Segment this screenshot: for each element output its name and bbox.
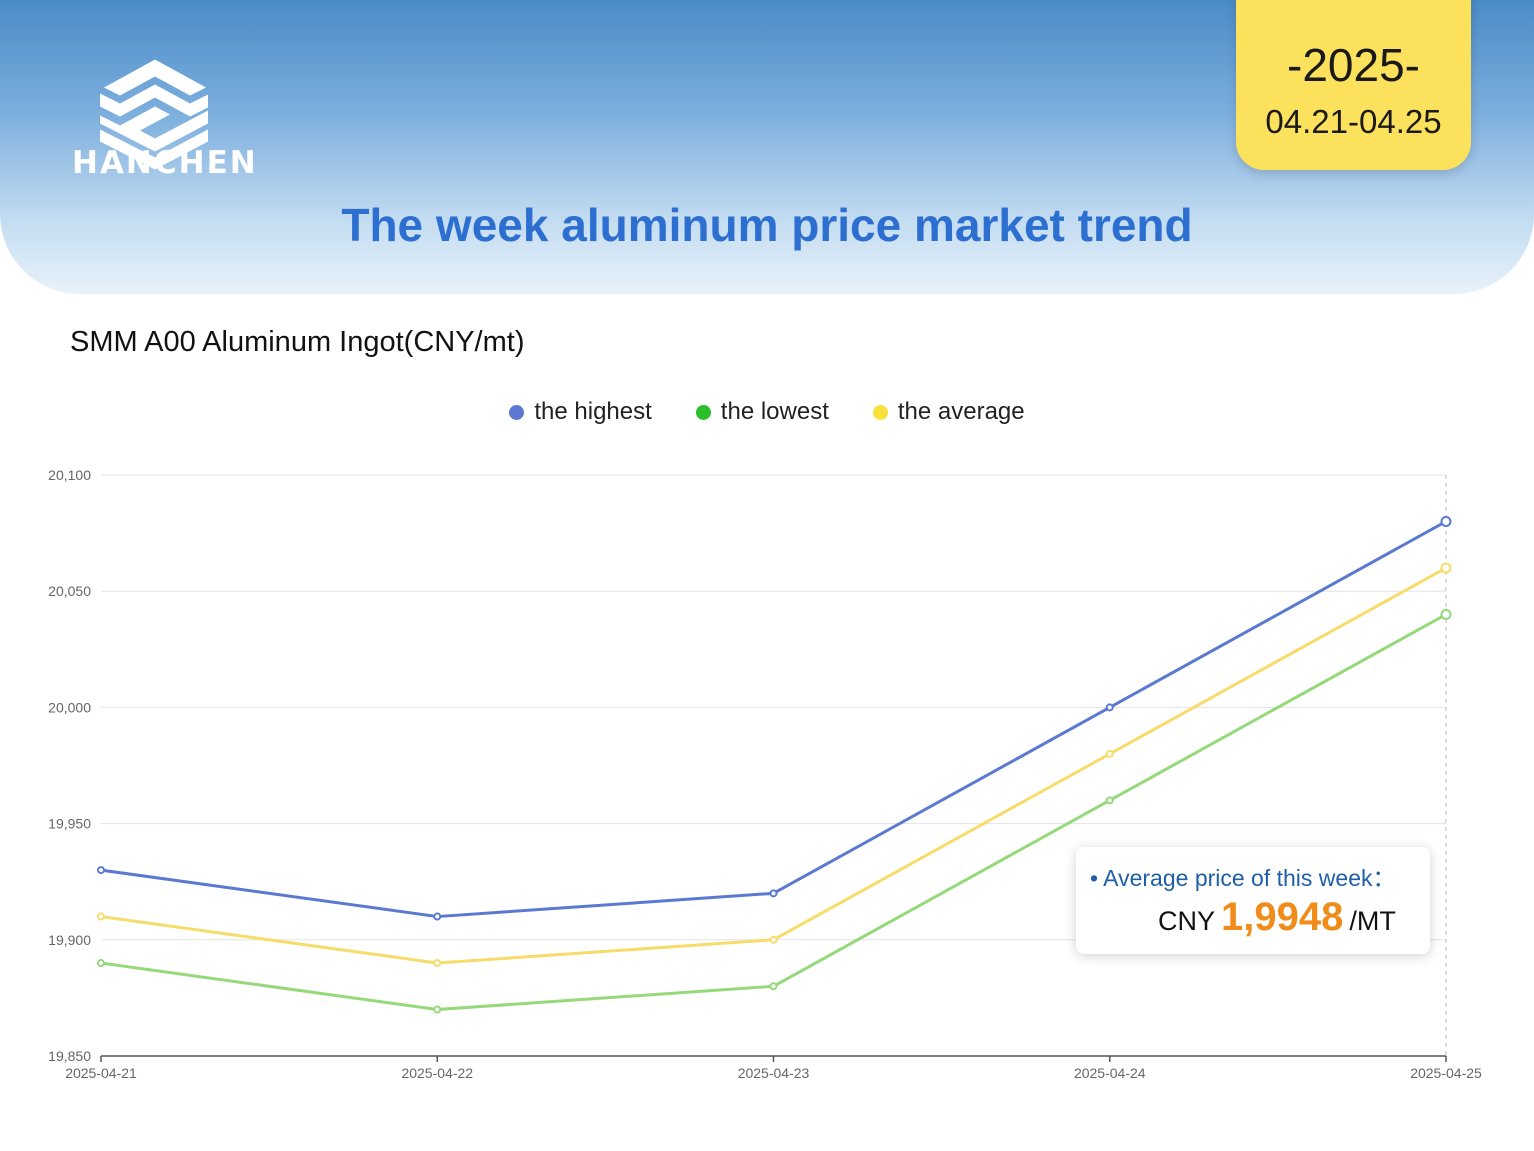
average-price-unit: /MT	[1349, 906, 1396, 936]
hanchen-logo-icon	[100, 59, 208, 170]
average-price-value: 1,9948	[1221, 895, 1344, 939]
series-point-2	[769, 935, 778, 944]
legend-dot-average	[872, 404, 888, 420]
series-point-1	[1440, 608, 1452, 620]
series-point-0	[1440, 515, 1452, 527]
series-point-0	[769, 889, 778, 898]
y-tick-label: 19,950	[48, 816, 91, 832]
date-range: 04.21-04.25	[1265, 103, 1442, 140]
page-title: The week aluminum price market trend	[341, 199, 1193, 251]
chart-title: SMM A00 Aluminum Ingot(CNY/mt)	[70, 326, 525, 358]
chart-legend: the highest the lowest the average	[0, 398, 1534, 426]
average-price-label: • Average price of this week：	[1090, 865, 1396, 891]
series-point-2	[1440, 562, 1452, 574]
legend-label-highest: the highest	[534, 398, 652, 425]
legend-dot-highest	[509, 404, 525, 420]
series-point-2	[97, 912, 105, 921]
x-tick-label: 2025-04-21	[65, 1065, 137, 1081]
average-price-box: • Average price of this week： CNY 1,9948…	[1076, 847, 1430, 954]
series-point-2	[1105, 749, 1114, 758]
y-tick-label: 20,000	[48, 699, 91, 715]
legend-dot-lowest	[695, 404, 711, 420]
x-tick-label: 2025-04-23	[738, 1065, 810, 1081]
date-card: -2025- 04.21-04.25	[1236, 0, 1471, 170]
y-tick-label: 20,100	[48, 467, 91, 483]
legend-label-average: the average	[897, 398, 1025, 425]
y-tick-label: 19,900	[48, 932, 91, 948]
series-point-1	[769, 982, 778, 991]
legend-item-lowest[interactable]: the lowest	[695, 398, 829, 426]
average-price-value-row: CNY 1,9948 /MT	[1158, 895, 1396, 940]
series-point-1	[433, 1005, 442, 1014]
y-tick-label: 20,050	[48, 583, 91, 599]
legend-item-average[interactable]: the average	[872, 398, 1025, 426]
legend-item-highest[interactable]: the highest	[509, 398, 652, 426]
x-tick-label: 2025-04-24	[1074, 1065, 1146, 1081]
series-point-0	[433, 912, 442, 921]
series-point-0	[1105, 703, 1114, 712]
x-tick-label: 2025-04-22	[401, 1065, 473, 1081]
date-year: -2025-	[1287, 39, 1420, 91]
brand-name: HANCHEN	[72, 145, 258, 181]
series-point-1	[97, 959, 105, 968]
legend-label-lowest: the lowest	[720, 398, 829, 425]
y-tick-label: 19,850	[48, 1048, 91, 1064]
series-point-1	[1105, 796, 1114, 805]
average-price-currency: CNY	[1158, 906, 1216, 936]
series-point-2	[433, 959, 442, 968]
series-point-0	[97, 866, 105, 875]
x-tick-label: 2025-04-25	[1410, 1065, 1482, 1081]
